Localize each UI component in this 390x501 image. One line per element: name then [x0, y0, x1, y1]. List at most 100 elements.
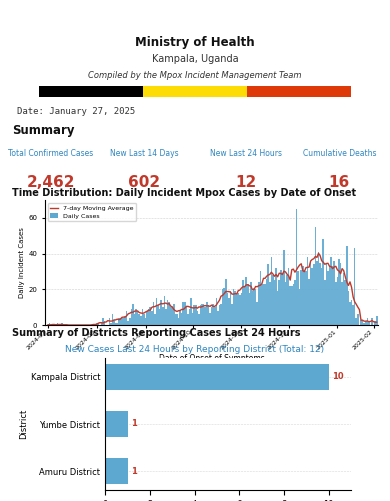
Bar: [230, 291, 231, 325]
Bar: [128, 322, 129, 325]
Bar: [297, 272, 299, 325]
Bar: [233, 289, 234, 325]
Bar: [250, 282, 252, 325]
Bar: [123, 318, 124, 325]
Text: Ministry of Health: Ministry of Health: [135, 36, 255, 49]
Bar: [207, 305, 209, 325]
Bar: [228, 298, 230, 325]
Bar: [253, 288, 255, 325]
Bar: [337, 277, 338, 325]
Bar: [173, 304, 175, 325]
Bar: [307, 257, 308, 325]
Bar: [248, 293, 250, 325]
Bar: [213, 304, 214, 325]
Bar: [187, 314, 189, 325]
Bar: [227, 293, 228, 325]
Bar: [159, 309, 160, 325]
Bar: [312, 268, 313, 325]
Text: 2,462: 2,462: [27, 175, 75, 190]
Bar: [156, 298, 157, 325]
Bar: [104, 322, 105, 325]
Bar: [222, 289, 223, 325]
Bar: [216, 298, 217, 325]
Bar: [175, 314, 176, 325]
Bar: [247, 86, 351, 97]
Bar: [189, 309, 190, 325]
Bar: [118, 318, 120, 325]
Bar: [149, 307, 151, 325]
Bar: [330, 257, 332, 325]
Bar: [231, 304, 233, 325]
Bar: [356, 318, 357, 325]
Bar: [292, 284, 294, 325]
X-axis label: Date of Onset of Symptoms: Date of Onset of Symptoms: [159, 354, 264, 363]
Bar: [280, 270, 282, 325]
Bar: [192, 313, 193, 325]
Bar: [148, 309, 149, 325]
Bar: [220, 304, 222, 325]
Legend: 7-day Moving Average, Daily Cases: 7-day Moving Average, Daily Cases: [48, 203, 136, 221]
Bar: [105, 411, 128, 437]
Bar: [184, 302, 186, 325]
Bar: [203, 304, 204, 325]
Bar: [274, 281, 275, 325]
Bar: [376, 316, 378, 325]
Bar: [131, 309, 132, 325]
Bar: [363, 323, 365, 325]
Bar: [244, 286, 245, 325]
Bar: [143, 314, 145, 325]
Bar: [324, 281, 326, 325]
Bar: [291, 286, 292, 325]
Bar: [132, 304, 134, 325]
Bar: [112, 314, 113, 325]
Text: National Mpox Situation Report: National Mpox Situation Report: [10, 9, 247, 22]
Bar: [245, 277, 247, 325]
Bar: [335, 282, 337, 325]
Bar: [282, 273, 283, 325]
Bar: [308, 279, 310, 325]
Text: Summary: Summary: [12, 124, 74, 137]
Text: New Last 14 Days: New Last 14 Days: [110, 149, 179, 158]
Bar: [179, 311, 181, 325]
Bar: [124, 316, 126, 325]
Bar: [176, 314, 178, 325]
Text: Sitrep: Sitrep: [347, 10, 380, 20]
Bar: [225, 279, 227, 325]
Bar: [209, 313, 211, 325]
Bar: [360, 320, 362, 325]
Text: Summary of Districts Reporting Cases Last 24 Hours: Summary of Districts Reporting Cases Las…: [12, 328, 300, 338]
Bar: [357, 314, 359, 325]
Text: New Last 24 Hours: New Last 24 Hours: [210, 149, 282, 158]
Bar: [186, 307, 187, 325]
Bar: [286, 275, 288, 325]
Bar: [143, 86, 247, 97]
Bar: [332, 266, 333, 325]
Bar: [126, 311, 128, 325]
Bar: [277, 291, 278, 325]
Bar: [200, 305, 201, 325]
Bar: [272, 275, 274, 325]
Bar: [140, 316, 142, 325]
Bar: [247, 284, 248, 325]
Bar: [190, 298, 192, 325]
Bar: [368, 322, 370, 325]
Bar: [238, 293, 239, 325]
Bar: [318, 252, 319, 325]
Bar: [343, 273, 344, 325]
Text: 1: 1: [131, 419, 137, 428]
Bar: [181, 313, 183, 325]
Bar: [266, 279, 268, 325]
Bar: [300, 270, 302, 325]
Bar: [108, 318, 110, 325]
Bar: [105, 364, 329, 390]
Bar: [268, 265, 269, 325]
Bar: [365, 322, 367, 325]
Bar: [349, 302, 351, 325]
Bar: [39, 86, 143, 97]
Bar: [170, 307, 172, 325]
Bar: [167, 300, 168, 325]
Bar: [352, 305, 354, 325]
Bar: [234, 291, 236, 325]
Bar: [172, 307, 173, 325]
Bar: [285, 282, 286, 325]
